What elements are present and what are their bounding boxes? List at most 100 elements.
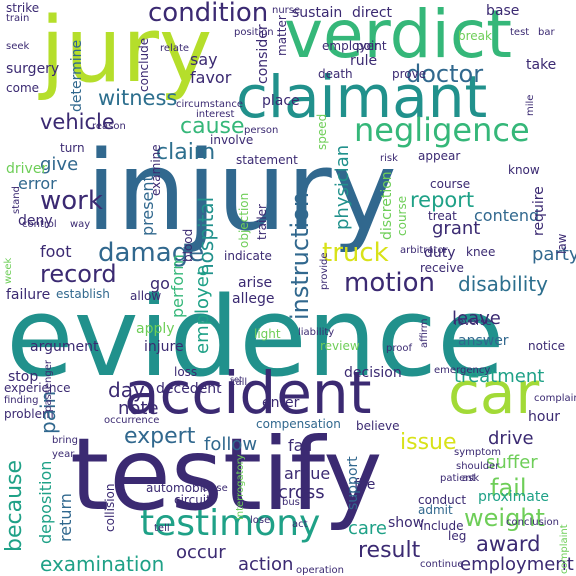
cloud-word: blood <box>181 228 195 262</box>
cloud-word: physician <box>332 144 353 230</box>
cloud-word: disability <box>458 272 548 296</box>
cloud-word: point <box>356 39 387 53</box>
cloud-word: vehicle <box>40 110 115 134</box>
cloud-word: complain <box>534 393 576 404</box>
cloud-word: review <box>320 339 360 353</box>
cloud-word: party <box>532 244 576 265</box>
cloud-word: answer <box>458 333 509 349</box>
cloud-word: perform <box>168 254 187 318</box>
cloud-word: receive <box>420 261 464 275</box>
cloud-word: work <box>40 186 103 216</box>
cloud-word: week <box>3 257 14 284</box>
cloud-word: occurrence <box>104 415 160 426</box>
cloud-word: apply <box>136 321 175 337</box>
cloud-word: report <box>410 188 475 212</box>
cloud-word: arise <box>238 275 273 291</box>
cloud-word: hour <box>528 409 561 425</box>
cloud-word: duty <box>424 245 456 261</box>
cloud-word: lose <box>250 515 271 526</box>
cloud-word: strike <box>6 1 40 15</box>
cloud-word: affirm <box>419 318 430 348</box>
cloud-word: notice <box>528 339 565 353</box>
cloud-word: determine <box>69 39 85 112</box>
cloud-word: deposition <box>36 460 55 544</box>
cloud-word: course <box>430 177 471 191</box>
cloud-word: accident <box>124 359 372 427</box>
cloud-word: ask <box>462 473 480 484</box>
cloud-word: testify <box>70 416 383 533</box>
cloud-word: cause <box>180 114 245 139</box>
cloud-word: foot <box>40 242 72 261</box>
cloud-word: conduct <box>418 493 467 507</box>
cloud-word: complaint <box>559 524 570 574</box>
cloud-word: problem <box>4 407 54 421</box>
cloud-word: passenger <box>43 360 54 412</box>
cloud-word: way <box>70 219 91 230</box>
cloud-word: bring <box>52 435 78 446</box>
cloud-word: allow <box>130 289 162 303</box>
cloud-word: return <box>56 493 75 542</box>
cloud-word: discretion <box>379 171 395 240</box>
cloud-word: finding <box>4 395 39 406</box>
cloud-word: fall <box>288 436 313 455</box>
cloud-word: employee <box>192 265 213 354</box>
cloud-word: enter <box>262 395 300 411</box>
cloud-word: arbitrator <box>400 245 448 256</box>
cloud-word: show <box>388 515 425 531</box>
cloud-word: appear <box>418 149 461 163</box>
cloud-word: automobile <box>146 481 214 495</box>
cloud-word: testimony <box>140 503 321 544</box>
cloud-word: failure <box>6 287 51 303</box>
cloud-word: provide <box>319 252 330 290</box>
cloud-word: believe <box>356 419 400 433</box>
cloud-word: action <box>238 554 294 575</box>
cloud-word: claim <box>156 140 216 165</box>
cloud-word: grant <box>432 218 481 239</box>
cloud-word: file <box>354 477 376 493</box>
cloud-word: leave <box>452 308 501 329</box>
cloud-word: call <box>230 377 248 388</box>
cloud-word: indicate <box>224 249 272 263</box>
cloud-word: mile <box>525 94 536 116</box>
cloud-word: law <box>555 233 569 254</box>
cloud-word: decision <box>344 365 402 381</box>
cloud-word: injury <box>86 127 397 255</box>
cloud-word: hospital <box>194 196 218 276</box>
cloud-word: trailer <box>255 204 269 240</box>
cloud-word: decedent <box>156 381 222 397</box>
cloud-word: damage <box>98 238 205 268</box>
cloud-word: expert <box>124 424 196 449</box>
cloud-word: circuit <box>174 493 211 507</box>
cloud-word: take <box>526 57 557 73</box>
cloud-word: argue <box>284 464 331 483</box>
cloud-word: statement <box>236 153 298 167</box>
cloud-word: because <box>2 459 27 552</box>
cloud-word: train <box>6 13 30 24</box>
cloud-word: interrogatory <box>235 454 246 520</box>
cloud-word: place <box>262 93 300 109</box>
cloud-word: result <box>358 538 421 563</box>
cloud-word: argument <box>30 339 99 355</box>
cloud-word: light <box>254 327 281 341</box>
cloud-word: bus <box>282 497 300 508</box>
cloud-word: patient <box>440 473 476 484</box>
cloud-word: stop <box>8 369 39 385</box>
cloud-word: error <box>18 174 57 193</box>
cloud-word: day <box>108 378 145 402</box>
cloud-word: involve <box>210 133 254 147</box>
cloud-word: contend <box>474 206 540 225</box>
cloud-word: continue <box>420 559 464 570</box>
cloud-word: issue <box>400 430 457 455</box>
cloud-word: act <box>292 519 308 530</box>
cloud-word: operation <box>296 565 345 576</box>
cloud-word: include <box>420 519 464 533</box>
cloud-word: drive <box>488 428 534 449</box>
cloud-word: tell <box>154 523 170 534</box>
cloud-word: treatment <box>454 366 545 387</box>
cloud-word: note <box>118 398 159 419</box>
cloud-word: compensation <box>256 417 341 431</box>
cloud-word: claimant <box>236 63 488 131</box>
cloud-word: care <box>348 518 388 539</box>
cloud-word: set <box>230 375 243 384</box>
